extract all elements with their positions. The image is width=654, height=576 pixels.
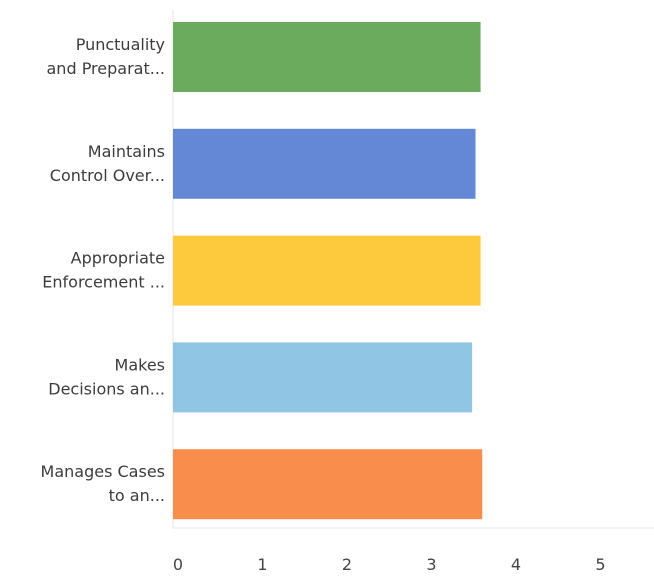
category-label-2-line-1: Maintains bbox=[88, 142, 165, 161]
category-label-5-line-1: Manages Cases bbox=[41, 462, 165, 481]
category-label-1-line-2: and Preparat... bbox=[47, 59, 166, 78]
x-tick-label-3: 3 bbox=[426, 555, 436, 574]
x-tick-label-1: 1 bbox=[257, 555, 267, 574]
category-label-4-line-2: Decisions an... bbox=[48, 379, 165, 398]
bar-5 bbox=[173, 449, 483, 520]
bar-3 bbox=[173, 235, 481, 306]
category-label-3-line-2: Enforcement ... bbox=[42, 273, 165, 292]
bar-1 bbox=[173, 22, 481, 92]
x-tick-label-5: 5 bbox=[595, 555, 605, 574]
x-tick-label-2: 2 bbox=[342, 555, 352, 574]
category-label-5-line-2: to an... bbox=[109, 486, 165, 505]
bar-2 bbox=[173, 128, 476, 199]
x-tick-label-0: 0 bbox=[173, 555, 183, 574]
bars-group bbox=[173, 22, 483, 520]
bar-4 bbox=[173, 342, 473, 413]
category-label-3-line-1: Appropriate bbox=[71, 249, 165, 268]
category-labels: Punctuality and Preparat... Maintains Contr… bbox=[41, 35, 165, 505]
category-label-1-line-1: Punctuality bbox=[76, 35, 165, 54]
category-label-4-line-1: Makes bbox=[115, 355, 165, 374]
category-label-2-line-2: Control Over... bbox=[50, 166, 165, 185]
x-tick-label-4: 4 bbox=[511, 555, 521, 574]
x-tick-labels: 0 1 2 3 4 5 bbox=[173, 555, 606, 574]
